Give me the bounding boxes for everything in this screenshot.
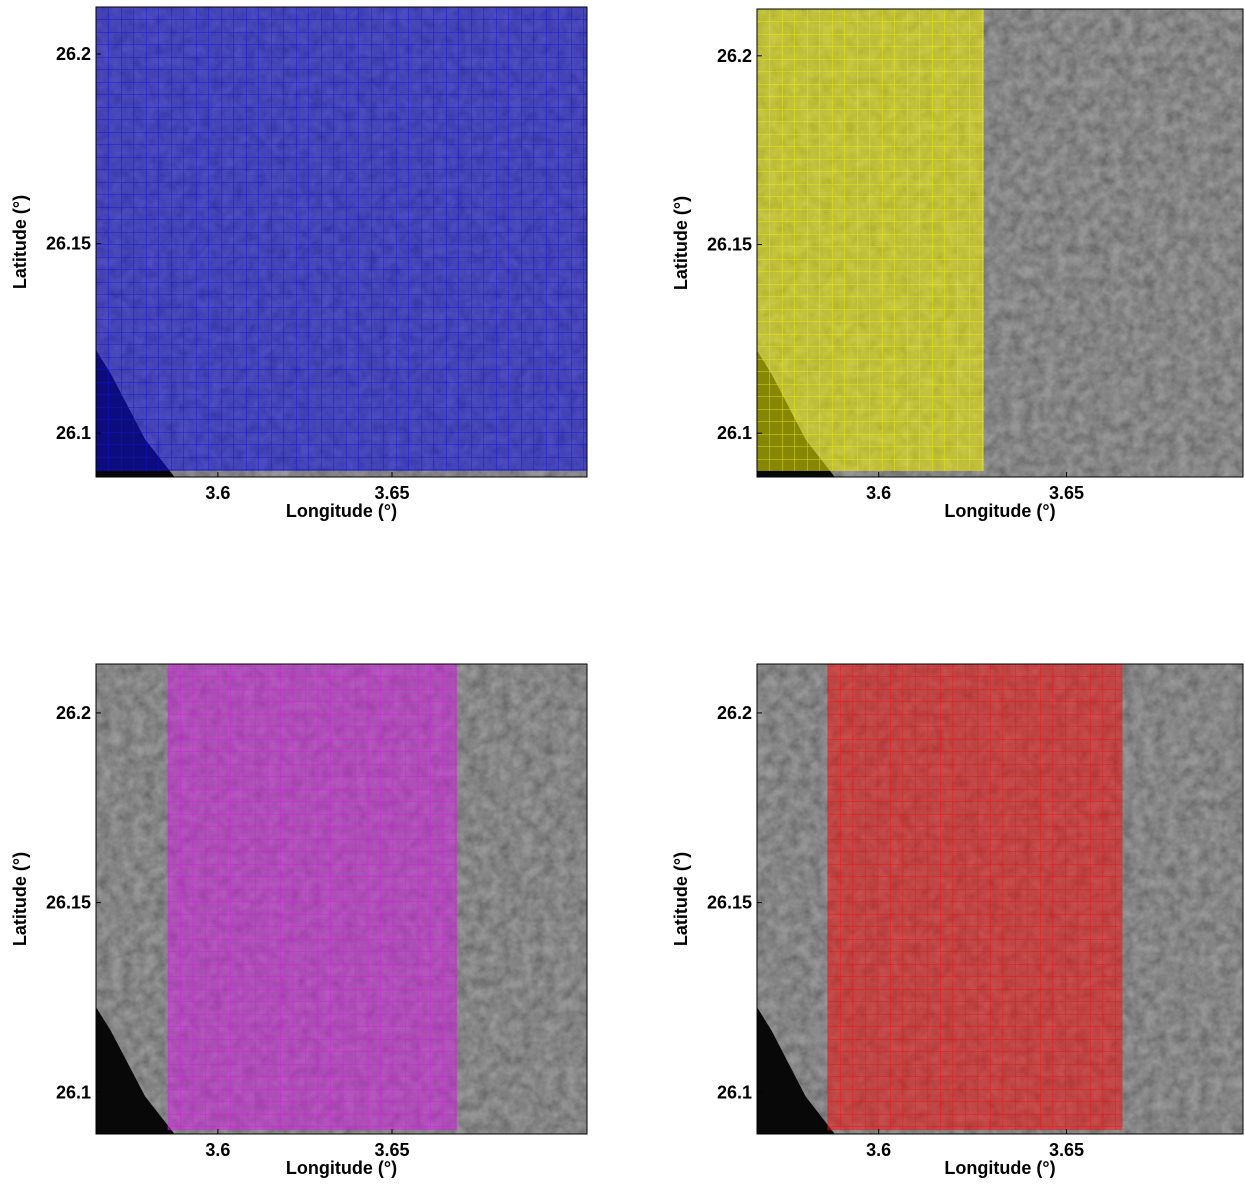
y-tick-label: 26.15 (46, 234, 91, 254)
y-tick-label: 26.2 (717, 703, 752, 723)
lunar-image (96, 664, 587, 1134)
figure: 3.6 3.65 26.1 26.15 26.2 Longitude (°) Latitud… (0, 0, 1245, 1180)
y-axis-label: Latitude (°) (10, 195, 30, 289)
x-tick-label: 3.6 (866, 1140, 891, 1160)
y-tick-label: 26.2 (56, 703, 91, 723)
x-axis-label: Longitude (°) (286, 1158, 397, 1178)
overlay-grid (96, 7, 587, 471)
overlay-grid (757, 9, 984, 471)
panel: 3.6 3.65 26.1 26.15 26.2 Longitude (°) Latitud… (671, 9, 1243, 521)
x-axis-label: Longitude (°) (944, 1158, 1055, 1178)
x-axis-label: Longitude (°) (286, 501, 397, 521)
x-axis-label: Longitude (°) (944, 501, 1055, 521)
y-axis-label: Latitude (°) (671, 852, 691, 946)
overlay-grid (168, 664, 457, 1130)
lunar-image (757, 9, 1243, 477)
x-tick-label: 3.65 (374, 483, 409, 503)
y-tick-label: 26.2 (56, 44, 91, 64)
y-tick-label: 26.15 (707, 893, 752, 913)
x-tick-label: 3.6 (866, 483, 891, 503)
y-tick-label: 26.15 (46, 893, 91, 913)
x-tick-label: 3.65 (374, 1140, 409, 1160)
x-tick-label: 3.6 (205, 483, 230, 503)
x-tick-label: 3.6 (205, 1140, 230, 1160)
y-tick-label: 26.1 (56, 1082, 91, 1102)
y-tick-label: 26.1 (717, 423, 752, 443)
x-tick-label: 3.65 (1049, 483, 1084, 503)
lunar-image (757, 664, 1243, 1134)
panel: 3.6 3.65 26.1 26.15 26.2 Longitude (°) Latitud… (10, 7, 587, 521)
panel: 3.6 3.65 26.1 26.15 26.2 Longitude (°) Latitud… (671, 664, 1243, 1178)
x-tick-label: 3.65 (1049, 1140, 1084, 1160)
y-axis-label: Latitude (°) (10, 852, 30, 946)
y-axis-label: Latitude (°) (671, 196, 691, 290)
lunar-image (96, 7, 587, 477)
overlay-grid (828, 664, 1123, 1130)
y-tick-label: 26.1 (717, 1082, 752, 1102)
y-tick-label: 26.1 (56, 423, 91, 443)
y-tick-label: 26.2 (717, 46, 752, 66)
panel: 3.6 3.65 26.1 26.15 26.2 Longitude (°) Latitud… (10, 664, 587, 1178)
y-tick-label: 26.15 (707, 235, 752, 255)
